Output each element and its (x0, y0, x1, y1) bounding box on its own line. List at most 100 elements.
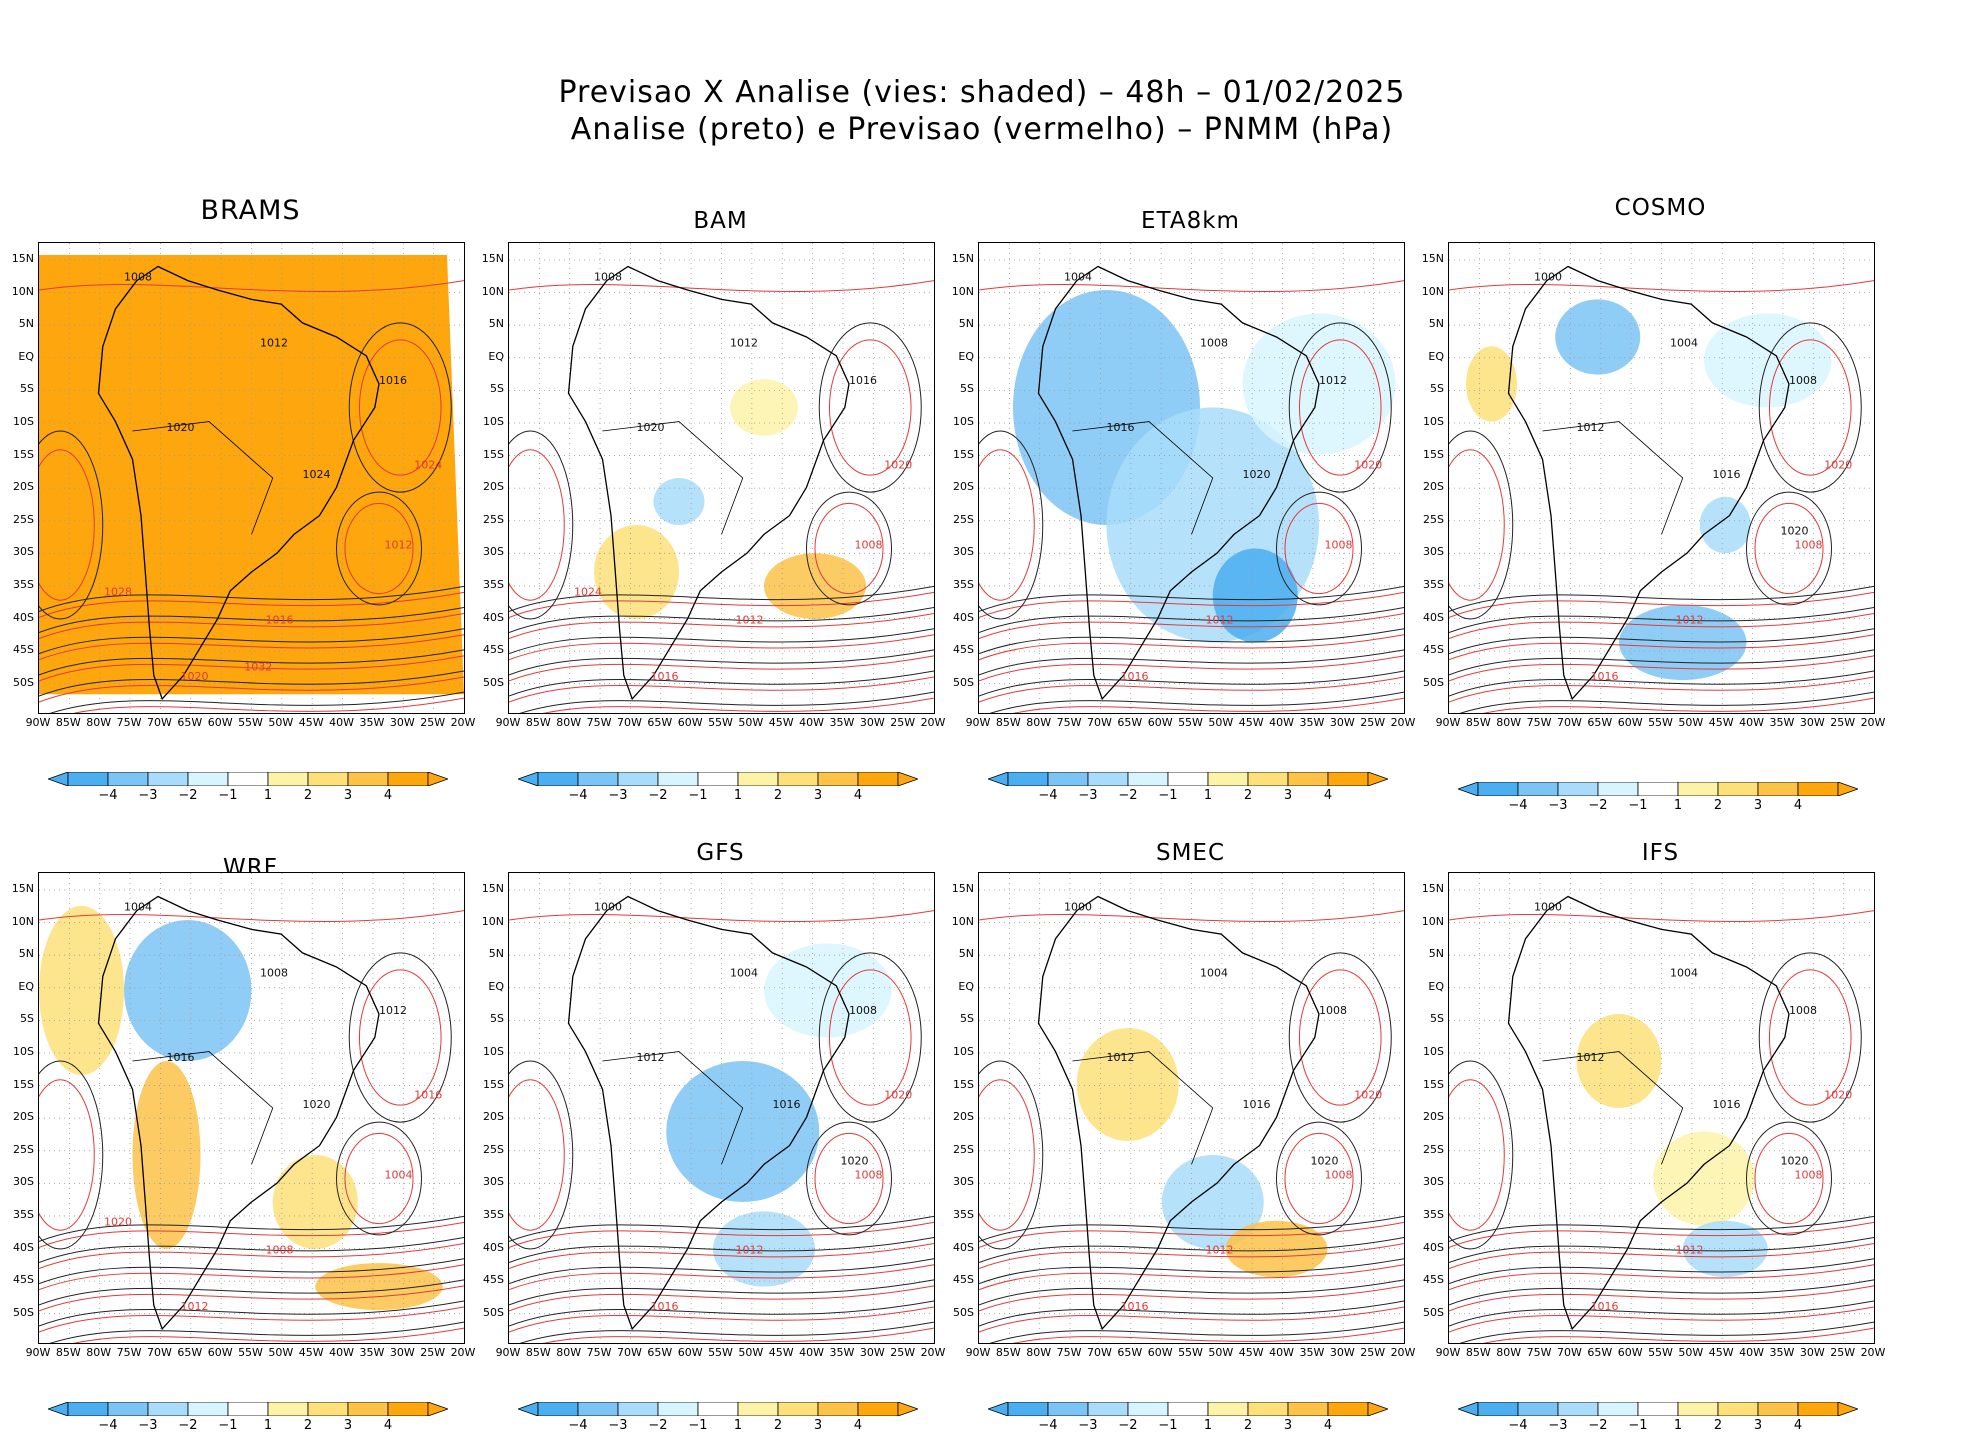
map-area[interactable]: 1004 1008 1012 1016 1020 1004 1008 1012 1016 1020 (38, 872, 465, 1344)
lon-tick-label: 20W (1390, 1346, 1416, 1359)
colorbar-segment (267, 772, 309, 786)
colorbar-segment (347, 1402, 389, 1416)
lat-tick-label: 15S (953, 447, 974, 461)
lat-tick-label: 20S (483, 480, 504, 494)
analysis-isobar (818, 322, 922, 493)
analysis-isobar (39, 1300, 464, 1327)
forecast-isobar (1449, 910, 1874, 923)
gridlines (979, 243, 1404, 713)
lon-tick-label: 35W (1299, 1346, 1325, 1359)
colorbar-segment (147, 772, 189, 786)
lon-tick-label: 30W (1799, 716, 1825, 729)
lon-tick-label: 65W (1117, 716, 1143, 729)
forecast-isobar (344, 502, 414, 595)
map-area[interactable]: 1000 1004 1008 1012 1016 1020 1008 1012 1016 1020 (978, 872, 1405, 1344)
analysis-isobar (989, 1321, 1404, 1343)
lon-tick-label: 25W (1360, 716, 1386, 729)
analysis-isobar-label: 1008 (124, 271, 152, 284)
lon-tick-label: 30W (1799, 1346, 1825, 1359)
analysis-isobar (39, 430, 104, 620)
colorbar-segment (1367, 1402, 1388, 1416)
lat-tick-label: 10S (13, 414, 34, 428)
lat-tick-label: 15S (1423, 1077, 1444, 1091)
gridlines (39, 243, 464, 713)
lon-tick-label: 65W (177, 1346, 203, 1359)
analysis-isobar (1459, 691, 1874, 713)
lon-tick-label: 75W (1526, 716, 1552, 729)
lon-tick-label: 65W (177, 716, 203, 729)
map-area[interactable]: 1008 1012 1016 1020 1008 1012 1016 1020 1024 (508, 242, 935, 714)
continent-outline (567, 265, 850, 701)
colorbar-label: −1 (1628, 1418, 1648, 1433)
lon-tick-label: 75W (1056, 1346, 1082, 1359)
forecast-isobar (1449, 1285, 1874, 1312)
lat-tick-label: 50S (953, 675, 974, 689)
forecast-isobar (39, 591, 464, 618)
lon-tick-label: 40W (1269, 1346, 1294, 1359)
forecast-isobar-label: 1016 (651, 1300, 679, 1313)
forecast-isobar (1449, 591, 1874, 618)
lon-tick-label: 25W (420, 1346, 446, 1359)
colorbar-segment (1458, 782, 1479, 796)
lon-tick-label: 55W (238, 716, 263, 729)
colorbar-segment (1557, 782, 1599, 796)
lat-tick-label: 25S (953, 512, 974, 526)
colorbar-label: −3 (1078, 788, 1098, 803)
lon-tick-label: 35W (1769, 1346, 1795, 1359)
analysis-isobar (1276, 1121, 1362, 1236)
lon-tick-label: 30W (389, 716, 415, 729)
panel-title: GFS (696, 840, 745, 866)
lat-tick-label: 5S (960, 1012, 974, 1026)
analysis-isobar-label: 1012 (1107, 1051, 1135, 1064)
lon-tick-label: 70W (146, 716, 172, 729)
lon-tick-label: 25W (1830, 716, 1856, 729)
forecast-isobar (39, 1079, 95, 1231)
lat-tick-label: 10S (953, 1044, 974, 1058)
analysis-isobar (509, 649, 934, 676)
lon-tick-label: 40W (1739, 716, 1764, 729)
bias-area (1076, 1028, 1179, 1141)
map-area[interactable]: 1000 1004 1008 1012 1016 1020 1008 1012 1016 1020 (508, 872, 935, 1344)
lon-tick-label: 70W (616, 716, 642, 729)
colorbar-segment (1597, 782, 1639, 796)
colorbar-segment (988, 772, 1009, 786)
lon-tick-label: 55W (708, 1346, 733, 1359)
map-area[interactable]: 1000 1004 1008 1012 1016 1020 1008 1012 1016 1020 (1448, 872, 1875, 1344)
isobar-labels: 1004 1008 1012 1016 1020 1008 1012 1016 1020 (1064, 271, 1382, 683)
map-svg: 1008 1012 1016 1020 1024 1012 1016 1020 1024 1028… (39, 243, 464, 713)
map-area[interactable]: 1008 1012 1016 1020 1024 1012 1016 1020 1024 1028… (38, 242, 465, 714)
analysis-isobar-label: 1000 (1064, 901, 1092, 914)
lon-tick-label: 20W (450, 716, 476, 729)
forecast-isobar (979, 634, 1404, 661)
colorbar (1458, 782, 1858, 796)
bias-area (1212, 548, 1298, 643)
forecast-isobar (509, 655, 934, 682)
analysis-isobar (979, 1300, 1404, 1327)
forecast-isobar (509, 676, 934, 703)
analysis-isobar (39, 1279, 464, 1306)
analysis-isobar (979, 1215, 1404, 1242)
lat-tick-label: 20S (13, 1110, 34, 1124)
bias-area (1555, 299, 1641, 375)
lat-tick-label: EQ (18, 979, 34, 993)
lon-tick-label: 40W (329, 716, 354, 729)
panel-title: SMEC (1155, 840, 1226, 866)
analysis-isobar (989, 691, 1404, 713)
bias-area (1225, 1220, 1328, 1278)
lat-tick-label: 25S (1423, 1142, 1444, 1156)
lon-tick-label: 85W (525, 716, 551, 729)
map-area[interactable]: 1004 1008 1012 1016 1020 1008 1012 1016 1020 (978, 242, 1405, 714)
lon-tick-label: 50W (268, 716, 294, 729)
analysis-isobar (336, 491, 422, 606)
colorbar-segment (817, 1402, 859, 1416)
map-area[interactable]: 1000 1004 1008 1012 1016 1020 1008 1012 1016 1020 (1448, 242, 1875, 714)
colorbar-segment (1167, 772, 1209, 786)
colorbar-segment (537, 1402, 579, 1416)
lat-tick-label: 5S (20, 382, 34, 396)
analysis-isobar (39, 670, 464, 697)
colorbar-segment (1597, 1402, 1639, 1416)
forecast-isobar-label: 1012 (181, 1300, 209, 1313)
colorbar-label: −3 (608, 788, 628, 803)
lat-tick-label: 15N (481, 252, 504, 265)
